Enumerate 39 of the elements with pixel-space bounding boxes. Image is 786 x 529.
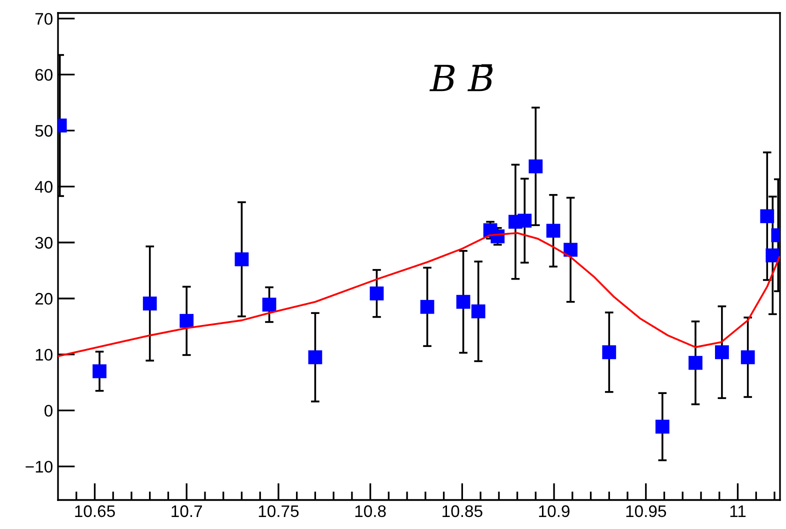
point	[142, 296, 157, 310]
point	[546, 224, 560, 238]
point	[471, 304, 486, 318]
point	[234, 252, 249, 266]
point	[180, 314, 194, 328]
x-tick-label: 10.95	[626, 505, 666, 518]
point	[370, 286, 384, 300]
y-tick-label: 30	[35, 236, 52, 249]
y-tick-label: 40	[34, 180, 52, 193]
y-tick-label: 50	[35, 124, 52, 137]
point	[715, 345, 729, 360]
point	[92, 364, 106, 378]
x-tick-label: 10.8	[355, 505, 386, 518]
y-tick-label: 0	[44, 404, 52, 417]
y-tick-label: −10	[26, 460, 52, 473]
x-tick-label: 10.65	[75, 505, 115, 518]
annotation: B B̄	[430, 64, 493, 92]
x-tick-label: 10.7	[172, 505, 202, 518]
point	[740, 350, 755, 364]
point	[528, 159, 543, 174]
point	[655, 420, 670, 434]
point	[602, 345, 616, 360]
point	[760, 209, 774, 224]
y-tick-label: 60	[35, 68, 52, 81]
x-tick-label: 10.9	[539, 505, 570, 518]
y-tick-label: 10	[36, 348, 52, 361]
point	[262, 298, 276, 312]
y-tick-label: 20	[35, 292, 52, 305]
point	[766, 248, 780, 262]
point	[688, 356, 702, 370]
y-tick-label: 70	[35, 13, 52, 25]
point	[420, 300, 434, 314]
point	[308, 350, 322, 364]
x-tick-label: 11	[730, 505, 746, 517]
x-tick-label: 10.75	[258, 505, 299, 518]
point	[456, 294, 470, 309]
point	[518, 214, 532, 228]
point	[564, 242, 578, 257]
x-tick-label: 10.85	[442, 505, 482, 518]
